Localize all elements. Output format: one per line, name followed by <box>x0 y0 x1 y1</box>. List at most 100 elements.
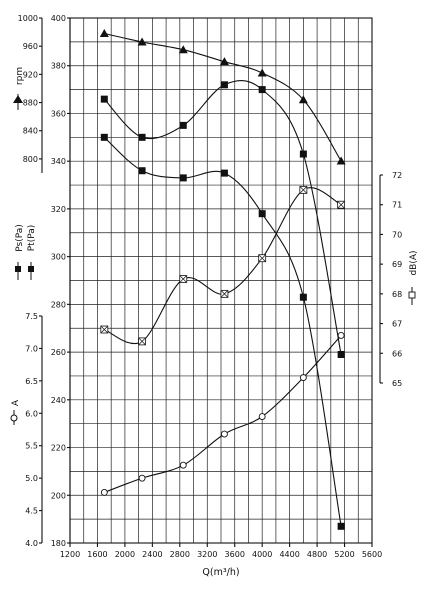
x-tick-label: 4800 <box>307 550 327 559</box>
pressure-tick-label: 200 <box>51 491 66 500</box>
current-curve <box>104 335 342 493</box>
pressure-tick-label: 180 <box>51 539 66 548</box>
current-data-point <box>138 474 146 482</box>
total-pressure-curve <box>103 80 342 355</box>
x-tick-label: 3600 <box>225 550 245 559</box>
rpm-data-point <box>178 45 188 54</box>
current-tick-label: 6.5 <box>25 377 38 386</box>
static-pressure-axis-label: Ps(Pa) <box>15 224 25 252</box>
noise-tick-label: 66 <box>392 349 402 358</box>
noise-legend-crossed-square-icon <box>408 291 416 299</box>
rpm-tick-label: 840 <box>23 127 38 136</box>
rpm-tick-label: 800 <box>23 155 38 164</box>
noise-marker-cross <box>258 254 266 262</box>
pressure-tick-label: 240 <box>51 396 66 405</box>
pressure-data-point <box>138 167 146 175</box>
chart-markers <box>99 29 346 530</box>
pressure-data-point <box>179 174 187 182</box>
pressure-tick-label: 280 <box>51 300 66 309</box>
x-tick-label: 1600 <box>87 550 107 559</box>
rpm-data-point <box>336 156 346 165</box>
noise-marker-cross <box>101 326 108 333</box>
pressure-data-point <box>258 210 266 218</box>
noise-data-point <box>258 254 267 263</box>
rpm-data-point <box>137 37 147 46</box>
rpm-axis-label: rpm <box>15 67 25 85</box>
current-tick-label: 7.5 <box>25 312 38 321</box>
pressure-tick-label: 320 <box>51 205 66 214</box>
current-tick-label: 4.5 <box>25 507 38 516</box>
pressure-tick-label: 360 <box>51 109 66 118</box>
x-tick-label: 1200 <box>60 550 80 559</box>
rpm-tick-label: 1000 <box>18 14 38 23</box>
pressure-tick-label: 220 <box>51 444 66 453</box>
noise-tick-label: 72 <box>392 171 402 180</box>
x-tick-label: 3200 <box>197 550 217 559</box>
x-tick-label: 4400 <box>279 550 299 559</box>
noise-data-point <box>220 289 229 298</box>
noise-tick-label: 68 <box>392 290 402 299</box>
pressure-tick-label: 300 <box>51 253 66 262</box>
noise-data-point <box>337 200 346 209</box>
pressure-data-point <box>100 133 108 141</box>
current-tick-label: 7.0 <box>25 344 38 353</box>
noise-marker-cross <box>180 275 187 283</box>
noise-marker-cross <box>337 201 345 208</box>
current-data-point <box>299 374 307 382</box>
current-data-point <box>337 332 345 339</box>
noise-tick-label: 65 <box>392 379 402 388</box>
x-tick-label: 5200 <box>334 550 354 559</box>
pressure-data-point <box>258 86 266 94</box>
chart-labels: 1200 1600 2000 2400 2800 3200 3600 4000 4400 4800… <box>10 14 419 578</box>
noise-marker-cross <box>300 186 307 194</box>
rpm-data-point <box>219 57 229 66</box>
rpm-curve <box>104 32 342 162</box>
rpm-data-point <box>298 95 308 104</box>
noise-marker-cross <box>221 290 228 298</box>
x-tick-label: 5600 <box>362 550 382 559</box>
noise-data-point <box>138 337 146 346</box>
noise-tick-label: 69 <box>392 260 402 269</box>
current-tick-label: 5.0 <box>25 474 38 483</box>
x-tick-label: 4000 <box>252 550 272 559</box>
pressure-data-point <box>337 350 345 358</box>
pressure-data-point <box>179 121 187 129</box>
rpm-data-point <box>99 29 109 37</box>
current-axis-label: A <box>11 399 21 406</box>
current-tick-label: 4.0 <box>25 539 38 548</box>
total-pressure-axis-label: Pt(Pa) <box>27 225 37 252</box>
x-tick-label: 2400 <box>142 550 162 559</box>
current-legend-circle-icon <box>10 414 18 422</box>
rpm-tick-label: 920 <box>23 70 38 79</box>
pressure-tick-label: 380 <box>51 62 66 71</box>
noise-tick-label: 67 <box>392 320 402 329</box>
noise-curve <box>104 187 342 344</box>
current-data-point <box>100 488 108 496</box>
noise-data-point <box>179 275 188 283</box>
current-tick-label: 5.5 <box>25 442 38 451</box>
current-data-point <box>179 461 187 469</box>
rpm-tick-label: 960 <box>23 42 38 51</box>
pressure-data-point <box>299 150 307 158</box>
noise-data-point <box>299 185 308 194</box>
pressure-data-point <box>299 293 307 301</box>
rpm-tick-label: 880 <box>23 99 38 108</box>
current-tick-label: 6.0 <box>25 409 38 418</box>
pressure-data-point <box>100 95 108 103</box>
pt-legend-square-icon <box>28 266 34 272</box>
pressure-data-point <box>220 169 228 177</box>
pressure-tick-label: 340 <box>51 157 66 166</box>
current-data-point <box>258 413 266 420</box>
pressure-tick-label: 260 <box>51 348 66 357</box>
chart-curves <box>103 32 342 527</box>
x-axis-label: Q(m³/h) <box>202 567 239 578</box>
x-tick-label: 2800 <box>170 550 190 559</box>
noise-tick-label: 71 <box>392 201 402 210</box>
noise-data-point <box>100 325 109 334</box>
noise-marker-cross <box>138 338 146 345</box>
ps-legend-square-icon <box>15 266 21 272</box>
chart-grid <box>69 17 373 544</box>
chart-axes <box>39 17 383 547</box>
pressure-data-point <box>337 522 345 530</box>
